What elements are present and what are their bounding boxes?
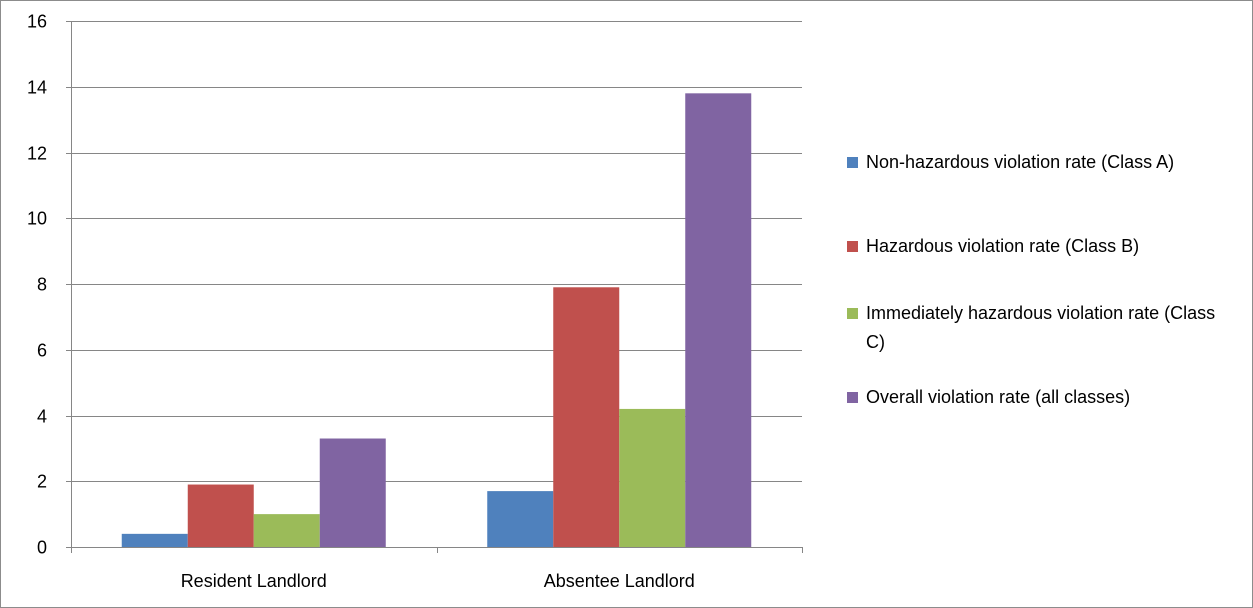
bar	[685, 93, 752, 547]
x-category-labels: Resident Landlord Absentee Landlord	[181, 571, 695, 591]
axes	[66, 21, 803, 553]
bar	[121, 533, 188, 547]
legend-label: Hazardous violation rate (Class B)	[866, 236, 1140, 256]
legend-label: Non-hazardous violation rate (Class A)	[866, 152, 1175, 172]
y-tick-label: 0	[37, 538, 47, 558]
bar	[487, 491, 554, 547]
legend-swatch	[847, 157, 858, 168]
y-tick-label: 2	[37, 472, 47, 492]
legend-swatch	[847, 241, 858, 252]
legend-swatch	[847, 392, 858, 403]
bar	[253, 514, 320, 547]
legend-label: Immediately hazardous violation rate (Cl…	[866, 303, 1216, 352]
y-tick-label: 4	[37, 407, 47, 427]
bar	[187, 484, 254, 547]
y-tick-label: 6	[37, 341, 47, 361]
y-tick-label: 16	[27, 12, 47, 32]
y-tick-label: 10	[27, 209, 47, 229]
legend-item: Immediately hazardous violation rate (Cl…	[847, 299, 1239, 357]
legend-swatch	[847, 308, 858, 319]
x-category-label: Absentee Landlord	[544, 571, 695, 591]
legend-item: Non-hazardous violation rate (Class A)	[847, 148, 1239, 177]
bar	[553, 287, 620, 547]
bar	[619, 408, 686, 547]
y-tick-labels: 0 2 4 6 8 10 12 14 16	[27, 12, 47, 558]
y-tick-label: 12	[27, 144, 47, 164]
legend-label: Overall violation rate (all classes)	[866, 387, 1131, 407]
bars	[121, 93, 752, 547]
x-category-label: Resident Landlord	[181, 571, 327, 591]
y-tick-label: 14	[27, 78, 47, 98]
y-tick-label: 8	[37, 275, 47, 295]
legend-item: Overall violation rate (all classes)	[847, 383, 1239, 412]
legend-item: Hazardous violation rate (Class B)	[847, 232, 1239, 261]
bar	[319, 438, 386, 547]
